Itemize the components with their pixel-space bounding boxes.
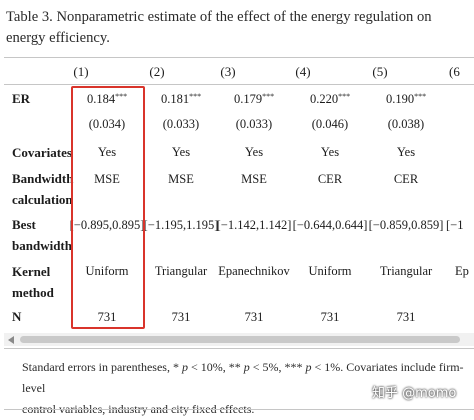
er-coef-3: 0.179*** — [233, 92, 275, 106]
watermark-text: 知乎 @momo — [372, 386, 457, 401]
scrollbar-thumb[interactable] — [20, 336, 460, 343]
er-coef-1: 0.184*** — [86, 92, 128, 106]
best-bandwidth-5: [−0.859,0.859] — [368, 218, 444, 232]
kernel-2: Triangular — [154, 264, 208, 278]
column-header-2: (2) — [149, 64, 165, 79]
n-1: 731 — [97, 310, 117, 324]
bandwidth-calc-1: MSE — [94, 172, 120, 186]
row-label-er: ER — [12, 91, 31, 106]
row-label-kernel-method: Kernel method — [12, 264, 54, 300]
kernel-5: Triangular — [379, 264, 433, 278]
scroll-left-arrow-icon[interactable] — [8, 336, 14, 344]
er-coef-5: 0.190*** — [385, 92, 427, 106]
footer-rule — [4, 409, 474, 410]
best-bandwidth-6-partial: [−1 — [446, 218, 464, 232]
er-se-3: (0.033) — [235, 117, 273, 131]
bandwidth-calc-3: MSE — [241, 172, 267, 186]
covariates-1: Yes — [97, 145, 117, 159]
n-3: 731 — [244, 310, 264, 324]
best-bandwidth-2: [−1.195,1.195] — [143, 218, 219, 232]
er-coef-2: 0.181*** — [160, 92, 202, 106]
horizontal-scrollbar[interactable] — [4, 333, 474, 346]
row-label-bandwidth-calculation: Bandwidth calculation — [12, 171, 74, 207]
column-header-1: (1) — [73, 64, 89, 79]
er-se-4: (0.046) — [311, 117, 349, 131]
er-coef-4: 0.220*** — [309, 92, 351, 106]
best-bandwidth-1: [−0.895,0.895] — [69, 218, 145, 232]
row-label-n: N — [12, 309, 22, 324]
table-caption: Table 3. Nonparametric estimate of the e… — [6, 9, 432, 46]
er-se-2: (0.033) — [162, 117, 200, 131]
top-rule — [4, 57, 474, 58]
kernel-3: Epanechnikov — [218, 264, 290, 278]
column-header-6: (6 — [449, 64, 460, 79]
best-bandwidth-4: [−0.644,0.644] — [292, 218, 368, 232]
bandwidth-calc-2: MSE — [168, 172, 194, 186]
er-se-1: (0.034) — [88, 117, 126, 131]
bandwidth-calc-5: CER — [393, 172, 419, 186]
column-header-5: (5) — [372, 64, 388, 79]
column-1-highlight-box — [71, 86, 145, 329]
covariates-5: Yes — [396, 145, 416, 159]
kernel-1: Uniform — [85, 264, 129, 278]
best-bandwidth-3: [−1.142,1.142] — [216, 218, 292, 232]
covariates-4: Yes — [320, 145, 340, 159]
n-4: 731 — [320, 310, 340, 324]
column-header-3: (3) — [220, 64, 236, 79]
bandwidth-calc-4: CER — [317, 172, 343, 186]
n-5: 731 — [396, 310, 416, 324]
column-header-4: (4) — [295, 64, 311, 79]
er-se-5: (0.038) — [387, 117, 425, 131]
kernel-6-partial: Ep — [455, 264, 469, 278]
header-rule — [4, 84, 474, 85]
kernel-4: Uniform — [308, 264, 352, 278]
bottom-rule — [4, 348, 474, 349]
covariates-3: Yes — [244, 145, 264, 159]
covariates-2: Yes — [171, 145, 191, 159]
row-label-covariates: Covariates — [12, 145, 72, 160]
n-2: 731 — [171, 310, 191, 324]
row-label-best-bandwidth: Best bandwidth — [12, 217, 72, 253]
